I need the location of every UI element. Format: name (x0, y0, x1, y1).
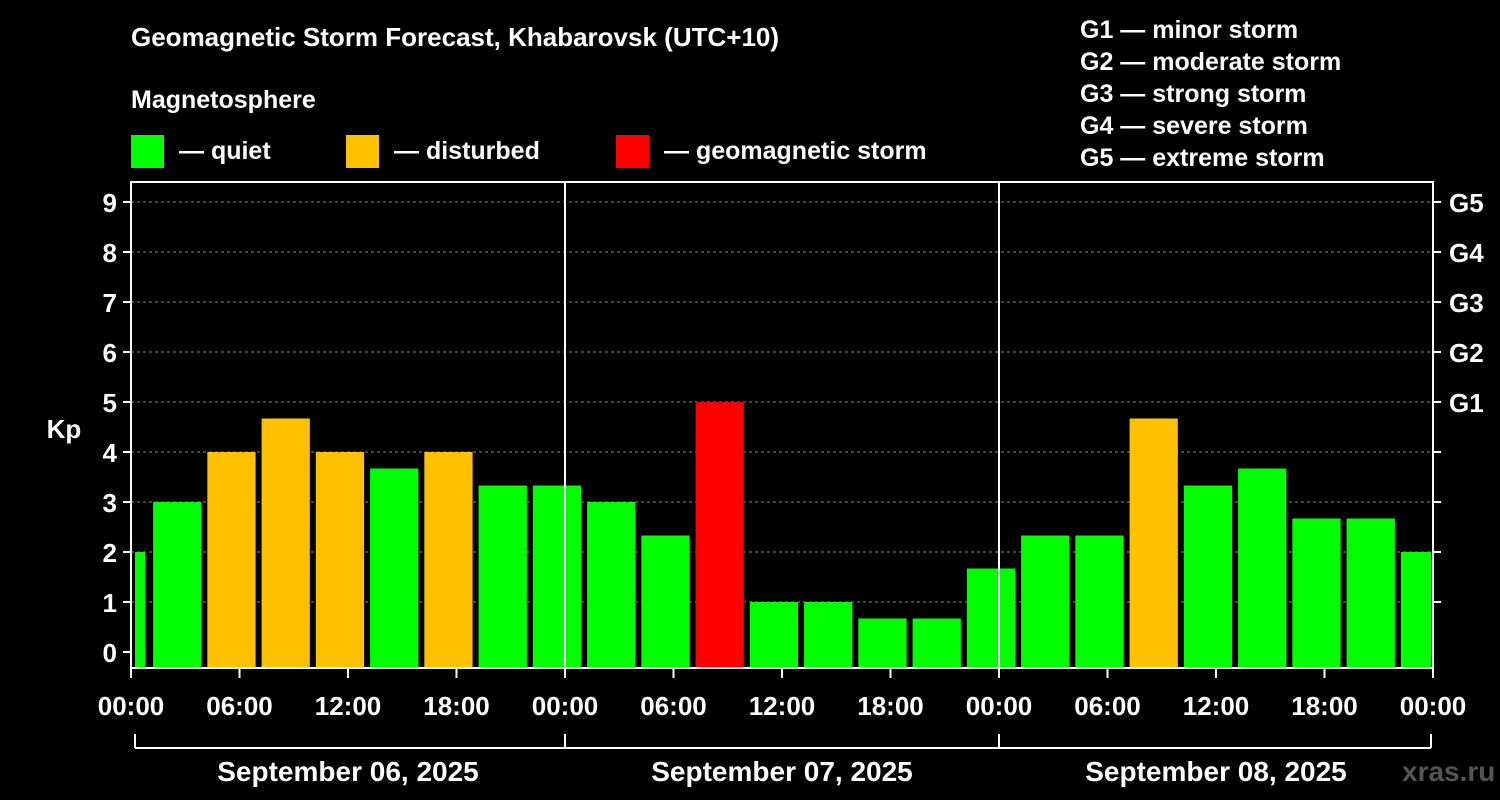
chart-title: Geomagnetic Storm Forecast, Khabarovsk (… (131, 22, 780, 52)
g-tick-label: G1 (1449, 388, 1484, 418)
bar-disturbed (261, 418, 310, 668)
g-tick-label: G3 (1449, 288, 1484, 318)
x-tick-label: 18:00 (1291, 691, 1358, 721)
bar-quiet (532, 485, 582, 668)
x-tick-label: 06:00 (1074, 691, 1141, 721)
y-tick-label: 7 (103, 288, 117, 318)
g-scale-item: G2 — moderate storm (1080, 48, 1342, 76)
x-tick-label: 00:00 (1400, 691, 1467, 721)
legend-item-disturbed: — disturbed (346, 134, 540, 168)
g-scale-legend: G1 — minor storm G2 — moderate storm G3 … (1080, 14, 1341, 174)
x-tick-label: 12:00 (749, 691, 816, 721)
bar-quiet (135, 552, 146, 668)
bar-quiet (478, 485, 527, 668)
g-scale-item: G3 — strong storm (1080, 80, 1307, 108)
g-scale-item: G4 — severe storm (1080, 112, 1308, 140)
x-tick-label: 00:00 (98, 691, 165, 721)
y-axis-label: Kp (47, 414, 82, 444)
bar-quiet (587, 502, 636, 668)
bar-quiet (1292, 518, 1341, 668)
x-tick-label: 06:00 (640, 691, 707, 721)
legend-label-storm: — geomagnetic storm (664, 136, 927, 165)
y-tick-label: 1 (103, 588, 117, 618)
bar-disturbed (424, 452, 473, 668)
bar-quiet (858, 618, 907, 668)
legend-item-storm: — geomagnetic storm (616, 134, 927, 168)
bar-quiet (804, 602, 853, 668)
y-tick-label: 2 (103, 538, 117, 568)
x-tick-label: 18:00 (423, 691, 490, 721)
g-scale-item: G5 — extreme storm (1080, 144, 1325, 172)
date-label: September 06, 2025 (217, 756, 479, 787)
y-tick-label: 5 (103, 388, 117, 418)
date-label: September 08, 2025 (1085, 756, 1347, 787)
watermark: xras.ru (1402, 756, 1496, 787)
bar-storm (695, 402, 744, 668)
x-tick-label: 00:00 (532, 691, 599, 721)
bar-quiet (1075, 535, 1124, 668)
legend-swatch-quiet (131, 134, 164, 168)
y-tick-label: 8 (103, 238, 117, 268)
g-tick-label: G4 (1449, 238, 1484, 268)
bar-quiet (153, 502, 202, 668)
legend-item-quiet: — quiet (131, 134, 271, 168)
y-tick-label: 9 (103, 188, 117, 218)
legend-swatch-storm (616, 134, 649, 168)
bar-quiet (1238, 468, 1287, 668)
bar-quiet (370, 468, 419, 668)
y-tick-label: 6 (103, 338, 117, 368)
bar-disturbed (315, 452, 365, 668)
x-tick-label: 12:00 (1183, 691, 1250, 721)
g-tick-label: G5 (1449, 188, 1484, 218)
x-tick-label: 06:00 (206, 691, 273, 721)
bar-quiet (1400, 552, 1431, 668)
bar-quiet (1183, 485, 1233, 668)
y-tick-label: 4 (103, 438, 118, 468)
legend-label-disturbed: — disturbed (394, 136, 540, 165)
bar-quiet (966, 568, 1016, 668)
legend-swatch-disturbed (346, 134, 379, 168)
y-tick-label: 3 (103, 488, 117, 518)
bar-quiet (1021, 535, 1070, 668)
date-label: September 07, 2025 (651, 756, 913, 787)
x-tick-label: 12:00 (315, 691, 382, 721)
legend-label-quiet: — quiet (179, 136, 271, 165)
bar-disturbed (1129, 418, 1178, 668)
g-tick-label: G2 (1449, 338, 1484, 368)
x-tick-label: 18:00 (857, 691, 924, 721)
bar-quiet (1346, 518, 1395, 668)
bar-disturbed (207, 452, 256, 668)
y-tick-label: 0 (103, 638, 117, 668)
x-tick-label: 00:00 (966, 691, 1033, 721)
bar-quiet (641, 535, 690, 668)
magnetosphere-label: Magnetosphere (131, 86, 316, 114)
bar-quiet (749, 602, 799, 668)
bar-quiet (912, 618, 961, 668)
g-scale-item: G1 — minor storm (1080, 16, 1299, 44)
